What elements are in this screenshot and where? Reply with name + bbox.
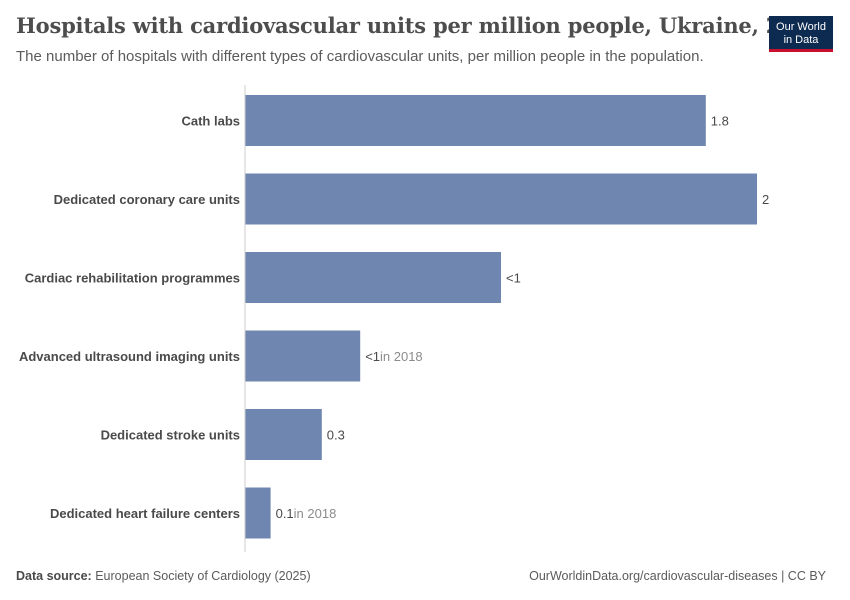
value-year-note: in 2018 <box>380 349 423 364</box>
data-source-text[interactable]: European Society of Cardiology (2025) <box>95 569 311 583</box>
bar[interactable] <box>245 95 706 146</box>
value-label: 0.1in 2018 <box>276 506 337 521</box>
chart-subtitle: The number of hospitals with different t… <box>16 48 704 65</box>
value-label: 2 <box>762 192 769 207</box>
bar[interactable] <box>245 173 757 225</box>
value-label: 0.3 <box>327 428 345 443</box>
bar[interactable] <box>245 252 501 303</box>
category-label: Dedicated stroke units <box>101 428 240 443</box>
category-label: Dedicated heart failure centers <box>50 506 240 521</box>
category-label: Cardiac rehabilitation programmes <box>25 271 240 286</box>
value-label: <1 <box>506 271 521 286</box>
value-text: 1.8 <box>711 114 729 129</box>
value-year-note: in 2018 <box>294 506 337 521</box>
data-source: Data source: European Society of Cardiol… <box>16 569 311 583</box>
source-link[interactable]: OurWorldinData.org/cardiovascular-diseas… <box>529 569 826 583</box>
value-label: 1.8 <box>711 114 729 129</box>
value-text: 2 <box>762 192 769 207</box>
value-text: <1 <box>506 271 521 286</box>
value-label: <1in 2018 <box>365 349 422 364</box>
data-source-label: Data source: <box>16 569 92 583</box>
category-label: Cath labs <box>181 114 240 129</box>
chart-title: Hospitals with cardiovascular units per … <box>16 13 824 38</box>
category-label: Advanced ultrasound imaging units <box>19 349 240 364</box>
category-label: Dedicated coronary care units <box>54 192 240 207</box>
value-text: <1 <box>365 349 380 364</box>
bar[interactable] <box>245 330 361 382</box>
value-text: 0.3 <box>327 428 345 443</box>
value-text: 0.1 <box>276 506 294 521</box>
owid-logo[interactable]: Our World in Data <box>769 16 833 52</box>
logo-line-2: in Data <box>783 34 819 46</box>
bar[interactable] <box>245 487 271 539</box>
bar[interactable] <box>245 409 322 460</box>
logo-line-1: Our World <box>776 21 826 33</box>
